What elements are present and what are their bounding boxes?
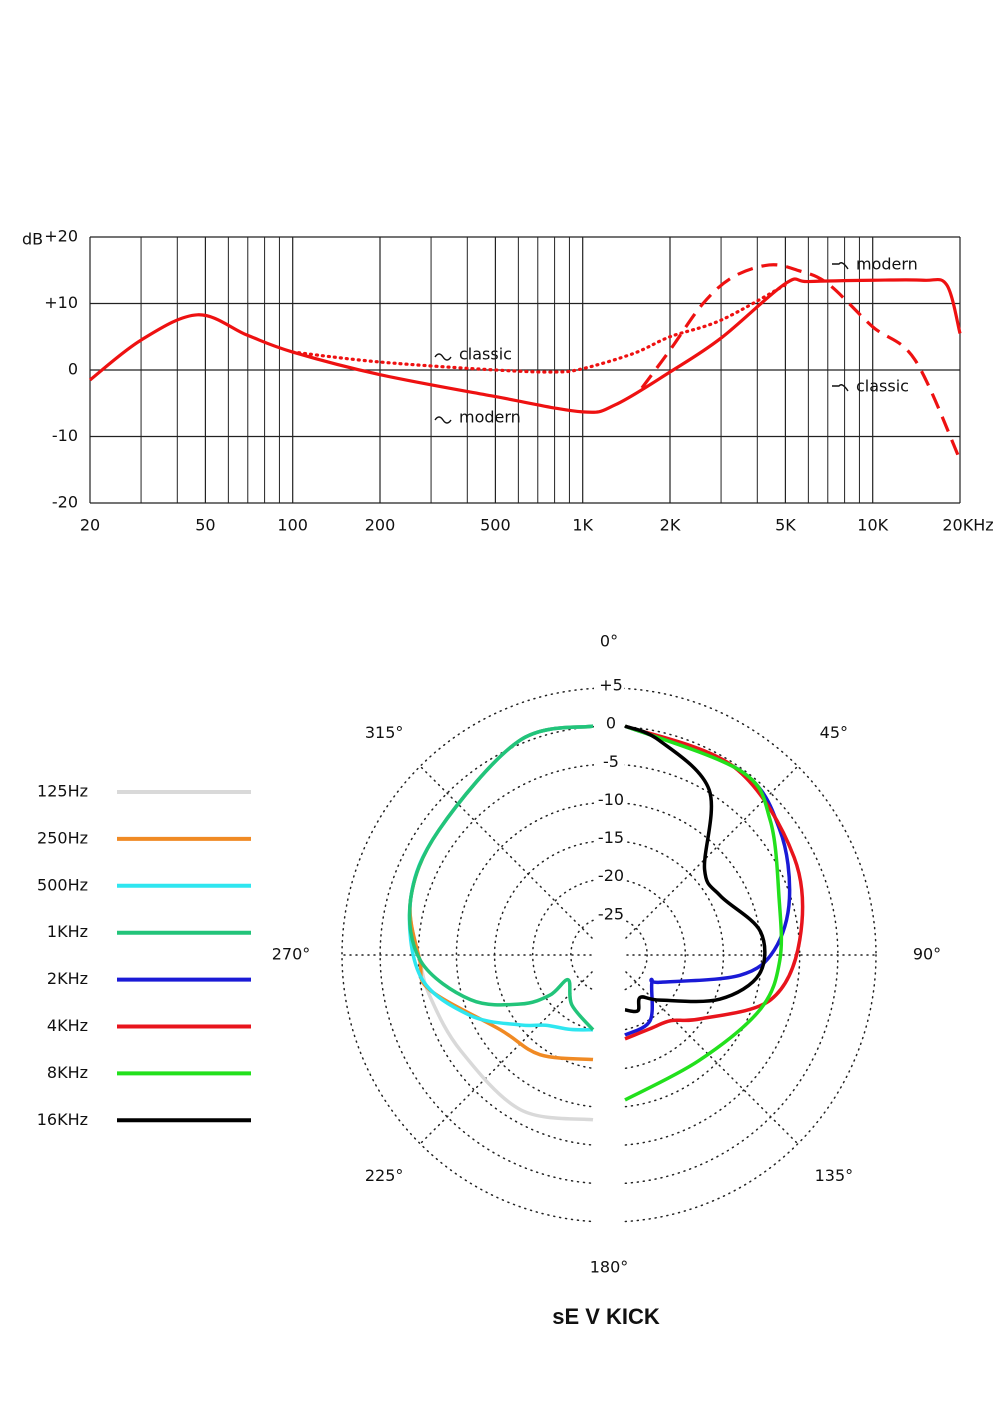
legend-label: 16KHz: [37, 1110, 88, 1129]
angle-label: 0°: [600, 632, 618, 651]
center-gap: [594, 683, 624, 1227]
angle-label: 180°: [590, 1258, 629, 1277]
x-tick-label: 20KHz: [942, 516, 993, 535]
response-line: [89, 277, 962, 414]
legend-label: 8KHz: [47, 1063, 88, 1082]
r-tick-label: -20: [598, 866, 624, 885]
legend-label: 250Hz: [37, 828, 88, 847]
grid-spoke: [608, 954, 799, 1145]
x-tick-label: 200: [365, 516, 396, 535]
legend-label: 2KHz: [47, 969, 88, 988]
y-axis-label: dB: [22, 230, 43, 249]
x-tick-label: 50: [195, 516, 215, 535]
angle-label: 45°: [820, 723, 848, 742]
annotation: classic: [459, 345, 512, 364]
angle-label: 90°: [913, 945, 941, 964]
annotation-symbol: [832, 384, 849, 392]
r-tick-label: -10: [598, 790, 624, 809]
annotation: classic: [856, 377, 909, 396]
legend-label: 4KHz: [47, 1016, 88, 1035]
r-tick-label: -15: [598, 828, 624, 847]
legend-label: 1KHz: [47, 922, 88, 941]
grid-ring: [341, 687, 877, 1223]
y-tick-label: 0: [68, 360, 78, 379]
r-tick-label: +5: [599, 676, 623, 695]
x-tick-label: 100: [277, 516, 308, 535]
y-tick-label: -20: [52, 493, 78, 512]
y-tick-label: -10: [52, 426, 78, 445]
x-tick-label: 10K: [857, 516, 888, 535]
angle-label: 270°: [272, 945, 311, 964]
polar-line: [624, 724, 784, 1102]
polar-line: [407, 724, 595, 1031]
response-line: [640, 263, 962, 461]
x-tick-label: 2K: [660, 516, 681, 535]
r-tick-label: 0: [606, 714, 616, 733]
angle-label: 135°: [815, 1166, 854, 1185]
x-tick-label: 500: [480, 516, 511, 535]
polar-line: [407, 724, 594, 1032]
chart-title: sE V KICK: [552, 1304, 660, 1329]
annotation: modern: [856, 255, 918, 274]
annotation: modern: [459, 408, 521, 427]
x-tick-label: 5K: [775, 516, 796, 535]
annotation-symbol: [434, 353, 452, 361]
legend-label: 125Hz: [37, 782, 88, 801]
annotation-symbol: [434, 416, 452, 424]
angle-label: 225°: [365, 1166, 404, 1185]
y-tick-label: +10: [44, 293, 78, 312]
r-tick-label: -5: [603, 752, 619, 771]
grid-spoke: [419, 765, 610, 956]
y-tick-label: +20: [44, 227, 78, 246]
annotation-symbol: [832, 262, 849, 270]
x-tick-label: 1K: [572, 516, 593, 535]
legend-label: 500Hz: [37, 875, 88, 894]
x-tick-label: 20: [80, 516, 100, 535]
r-tick-label: -25: [598, 904, 624, 923]
grid-spoke: [419, 954, 610, 1145]
polar-line: [624, 724, 767, 1014]
response-line: [291, 283, 788, 374]
polar-line: [408, 724, 594, 1122]
angle-label: 315°: [365, 723, 404, 742]
